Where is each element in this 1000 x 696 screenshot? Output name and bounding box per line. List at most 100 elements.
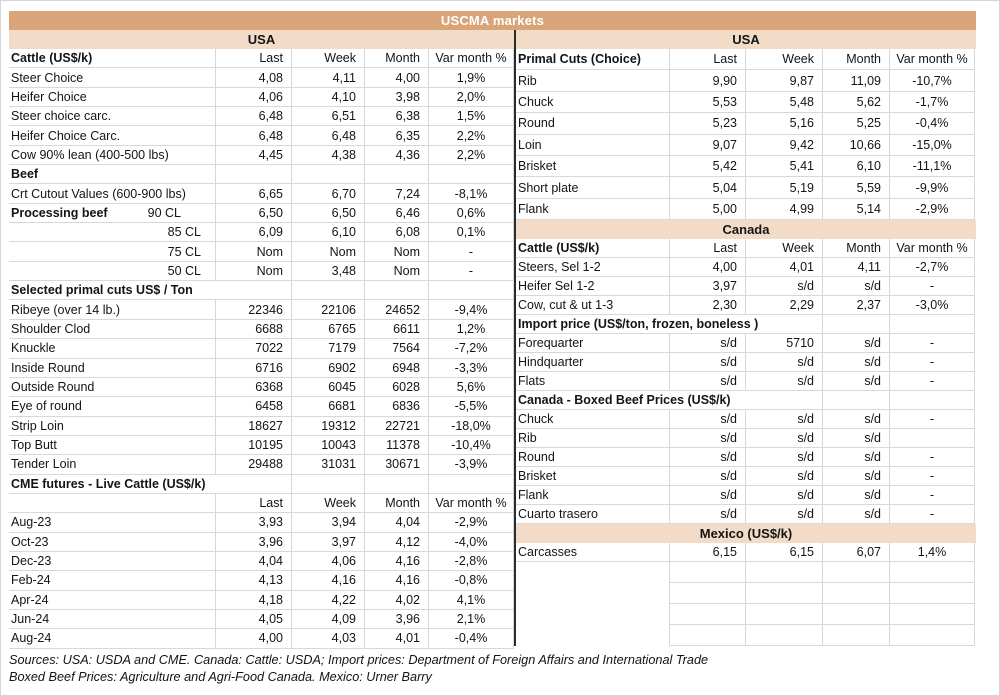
cell-last: 6716 [216,358,292,378]
cell-month: 6,08 [365,223,429,243]
row-label: Strip Loin [9,416,216,436]
row-label: Tender Loin [9,455,216,475]
cell-last: s/d [670,505,746,525]
row-label: Jun-24 [9,609,216,630]
report-title: USCMA markets [440,13,545,28]
cell-var: -3,9% [429,455,514,475]
column-header-row: Cattle (US$/k) Last Week Month Var month % [516,239,976,259]
cell-last: 5,04 [670,177,746,199]
cell-var: 2,2% [429,126,514,146]
cell-week: 10043 [292,435,365,456]
table-row: Top Butt 10195 10043 11378 -10,4% [9,435,514,456]
table-row: Flats s/d s/d s/d - [516,372,976,392]
cell-month: s/d [823,467,890,487]
cell-month: 4,12 [365,532,429,552]
column-header-month: Month [365,49,429,69]
cell-last: 4,04 [216,551,292,572]
column-header-row: Primal Cuts (Choice) Last Week Month Var mon… [516,49,976,71]
empty-cell [823,625,890,647]
section-band-label: Mexico (US$/k) [699,526,793,542]
row-label: Chuck [516,91,670,114]
cell-month: 30671 [365,455,429,475]
cell-week: 5710 [746,334,823,354]
panel-right: USA Primal Cuts (Choice) Last Week Month Var … [514,30,976,647]
row-label: Knuckle [9,339,216,359]
title-band: USCMA markets [9,11,976,30]
row-label: Steer Choice [9,68,216,88]
table-row: Forequarter s/d 5710 s/d - [516,334,976,354]
row-label: Rib [516,429,670,449]
cell-week: s/d [746,277,823,297]
empty-label [516,583,670,605]
cell-last: 22346 [216,300,292,320]
cell-month: Nom [365,242,429,262]
table-row: Tender Loin 29488 31031 30671 -3,9% [9,455,514,475]
row-label: Carcasses [516,543,670,563]
cell-last: s/d [670,410,746,430]
cell-week: 9,42 [746,134,823,156]
cell-month: 7564 [365,339,429,359]
cell-var: -2,9% [429,513,514,533]
table-row: Crt Cutout Values (600-900 lbs) 6,65 6,70 7… [9,184,514,204]
cell-week: 4,38 [292,145,365,166]
cell-last: 18627 [216,416,292,436]
table-row: Cow 90% lean (400-500 lbs) 4,45 4,38 4,36 2,… [9,145,514,166]
cell-last: 6368 [216,377,292,398]
cell-month: s/d [823,334,890,354]
row-label: Short plate [516,177,670,199]
cell-var: -3,0% [890,296,975,316]
cell-week: 6045 [292,377,365,398]
cell-month: 5,59 [823,177,890,199]
cell-week: 6,48 [292,126,365,146]
empty-cell [746,625,823,647]
cell-week: 4,22 [292,590,365,610]
column-header-last: Last [216,49,292,69]
source-note: Sources: USA: USDA and CME. Canada: Catt… [9,652,976,686]
cell-month: 4,01 [365,629,429,649]
cell-var: 0,1% [429,223,514,243]
row-label: Outside Round [9,377,216,398]
table-row: Inside Round 6716 6902 6948 -3,3% [9,358,514,378]
cell-month: 6,35 [365,126,429,146]
cell-last: 6,15 [670,543,746,563]
cell-var: - [890,277,975,297]
section-label: CME futures - Live Cattle (US$/k) [9,474,292,494]
empty-cell [823,604,890,626]
empty-row [516,604,976,626]
empty-cell [365,165,429,185]
row-label: Eye of round [9,397,216,417]
table-row: Heifer Sel 1-2 3,97 s/d s/d - [516,277,976,297]
empty-cell [292,474,365,494]
cell-last: 6,48 [216,107,292,127]
cell-last: 5,53 [670,91,746,114]
table-row: Steer Choice 4,08 4,11 4,00 1,9% [9,68,514,88]
column-header-week: Week [746,49,823,71]
cell-month: s/d [823,353,890,373]
cell-var: - [890,353,975,373]
row-label: Cuarto trasero [516,505,670,525]
cell-last: 7022 [216,339,292,359]
empty-cell [890,604,975,626]
section-header-row: Import price (US$/ton, frozen, boneless … [516,315,976,335]
row-label: Apr-24 [9,590,216,610]
table-row: Loin 9,07 9,42 10,66 -15,0% [516,134,976,156]
cell-var: -4,0% [429,532,514,552]
table-row: 85 CL 6,09 6,10 6,08 0,1% [9,223,514,243]
cell-last: 4,00 [670,258,746,278]
cell-month: 24652 [365,300,429,320]
cell-var: -8,1% [429,184,514,204]
section-header-row: Canada - Boxed Beef Prices (US$/k) [516,391,976,411]
cell-month: 4,36 [365,145,429,166]
row-label: Feb-24 [9,571,216,591]
row-label: Hindquarter [516,353,670,373]
empty-cell [890,315,975,335]
cell-week: 4,16 [292,571,365,591]
cell-week: 6902 [292,358,365,378]
table-row: Apr-24 4,18 4,22 4,02 4,1% [9,590,514,610]
cell-month: 5,62 [823,91,890,114]
column-header-week: Week [292,493,365,514]
cell-var: -18,0% [429,416,514,436]
cell-month: Nom [365,261,429,282]
row-label: Brisket [516,155,670,178]
